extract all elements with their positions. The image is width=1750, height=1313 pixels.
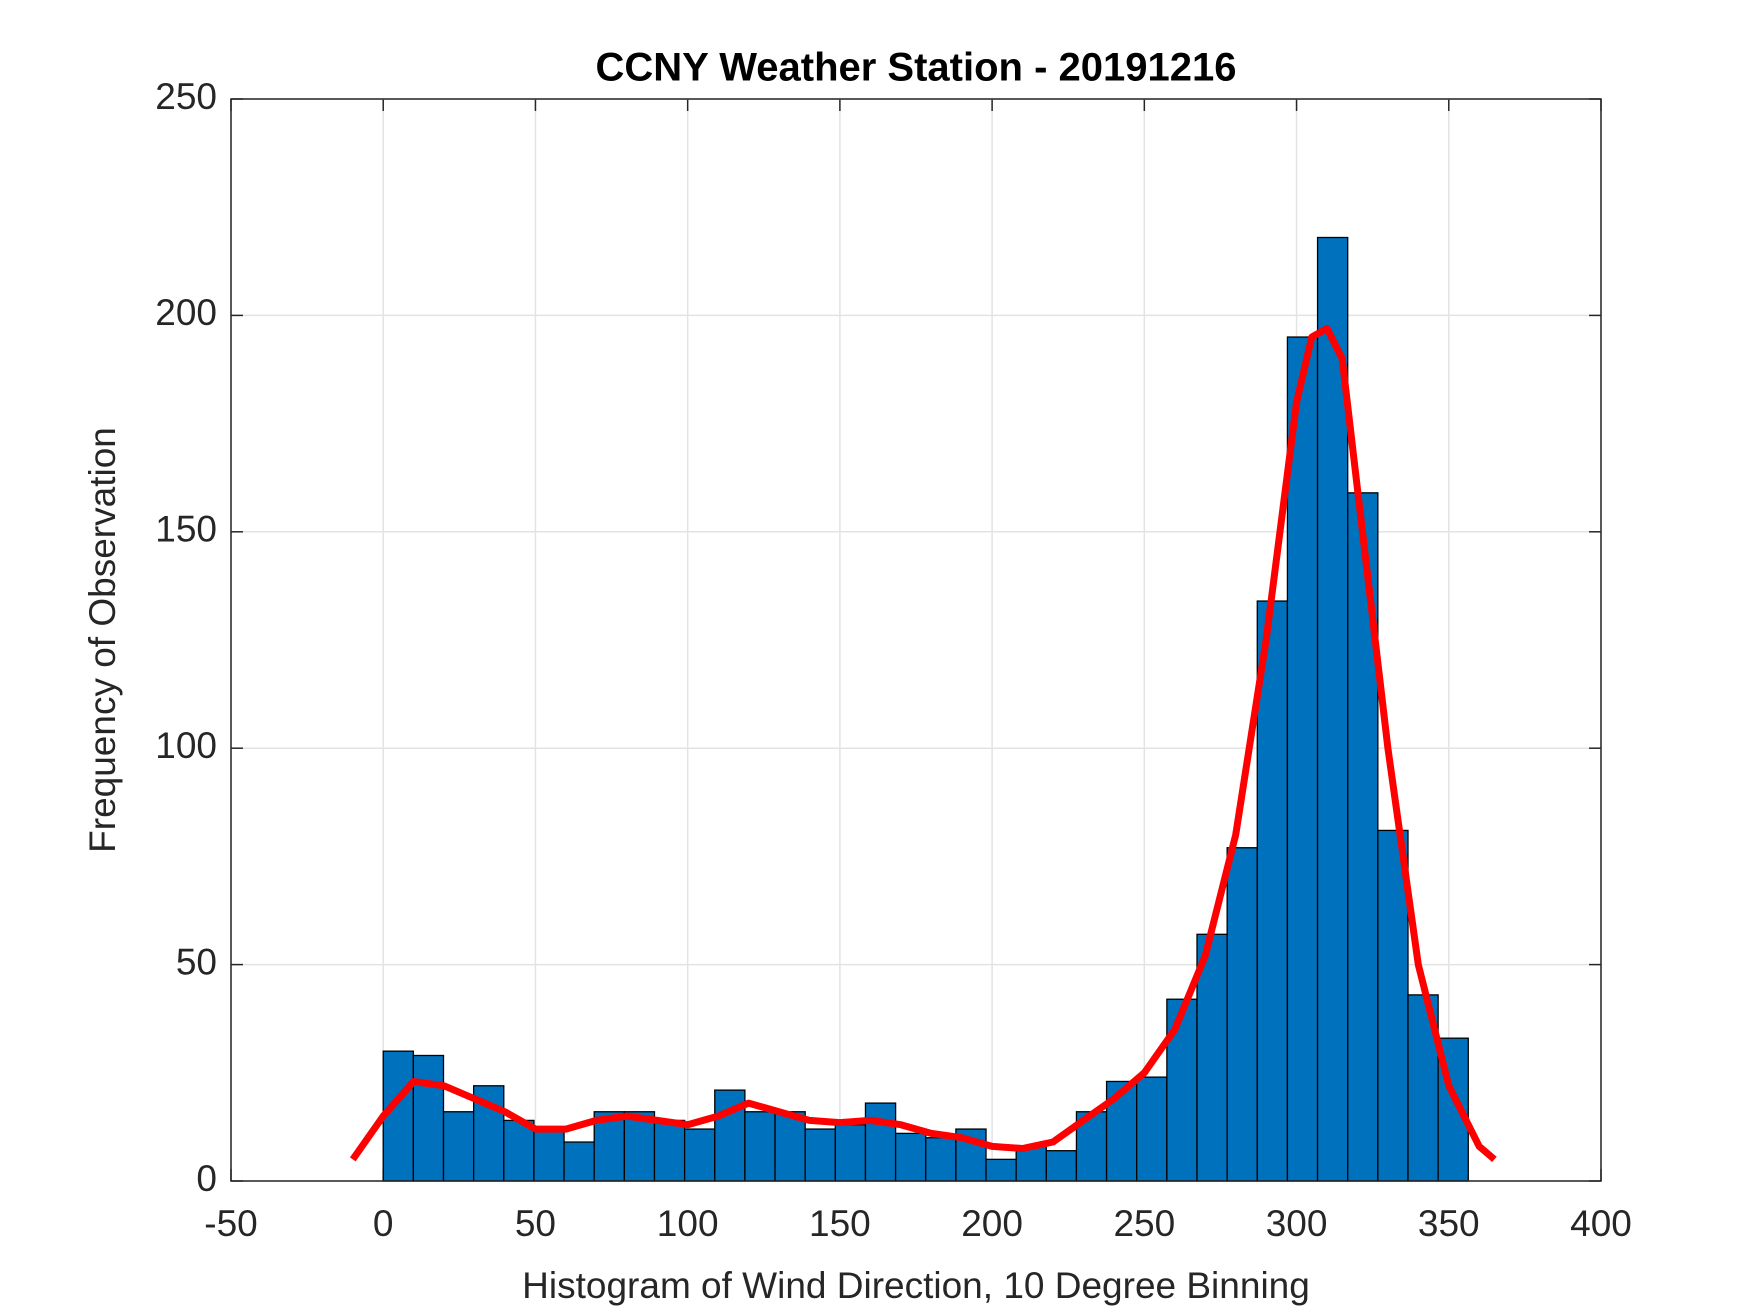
y-tick-label: 100 (155, 725, 217, 766)
axes-box (230, 98, 1602, 1182)
x-tick-label: 300 (1266, 1203, 1328, 1244)
bar (1166, 998, 1198, 1182)
bar (744, 1111, 776, 1182)
bar (382, 1050, 415, 1182)
y-tick-label: 150 (155, 509, 217, 550)
x-tick-label: 0 (373, 1203, 394, 1244)
bar (1045, 1150, 1078, 1182)
bar (1286, 336, 1319, 1182)
bar (1226, 847, 1258, 1182)
x-tick-label: 400 (1570, 1203, 1632, 1244)
bar (774, 1111, 806, 1182)
x-tick-label: 350 (1418, 1203, 1480, 1244)
x-tick-label: 150 (809, 1203, 871, 1244)
bar (985, 1158, 1017, 1182)
bar (834, 1124, 867, 1182)
x-tick-label: 200 (961, 1203, 1023, 1244)
x-tick-label: 50 (515, 1203, 556, 1244)
y-tick-label: 50 (176, 941, 217, 982)
y-tick-label: 0 (196, 1158, 217, 1199)
chart-title: CCNY Weather Station - 20191216 (596, 46, 1237, 90)
bar (925, 1137, 957, 1182)
bar (1015, 1145, 1047, 1182)
y-axis-label: Frequency of Observation (82, 427, 123, 853)
x-tick-label: 250 (1113, 1203, 1175, 1244)
y-tick-label: 200 (155, 292, 217, 333)
bar (533, 1128, 565, 1182)
bar (653, 1119, 686, 1182)
bar (412, 1054, 445, 1182)
bar (894, 1132, 927, 1182)
density-curve (349, 324, 1497, 1163)
bar (442, 1111, 475, 1182)
x-tick-label: -50 (204, 1203, 257, 1244)
x-axis-label: Histogram of Wind Direction, 10 Degree B… (522, 1265, 1310, 1306)
y-tick-label: 250 (155, 76, 217, 117)
bar (804, 1128, 836, 1182)
bar (683, 1128, 716, 1182)
bar (563, 1141, 595, 1182)
bar (1136, 1076, 1168, 1182)
x-tick-label: 100 (657, 1203, 719, 1244)
bar (864, 1102, 897, 1182)
